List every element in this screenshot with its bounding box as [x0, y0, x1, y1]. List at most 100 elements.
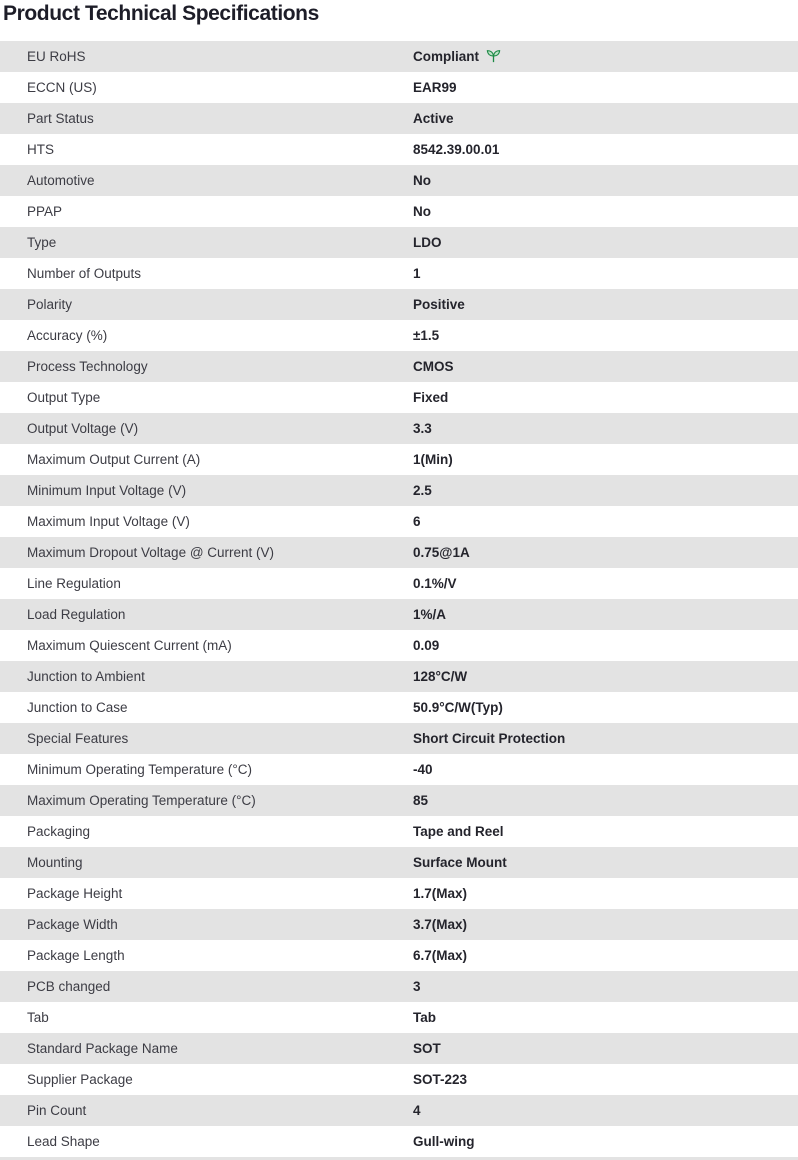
spec-value-cell: 85 — [413, 793, 798, 808]
table-row: Supplier Package SOT-223 — [0, 1064, 798, 1095]
table-row: Junction to Case 50.9°C/W(Typ) — [0, 692, 798, 723]
spec-label: Package Length — [27, 948, 125, 963]
table-row: Minimum Input Voltage (V) 2.5 — [0, 475, 798, 506]
spec-value: Surface Mount — [413, 855, 507, 870]
spec-value: 6.7(Max) — [413, 948, 468, 963]
table-row: ECCN (US) EAR99 — [0, 72, 798, 103]
spec-label: Package Height — [27, 886, 123, 901]
spec-label: EU RoHS — [27, 49, 86, 64]
spec-value: 3 — [413, 979, 421, 994]
table-row: Polarity Positive — [0, 289, 798, 320]
spec-value-cell: 128°C/W — [413, 669, 798, 684]
table-row: Package Length 6.7(Max) — [0, 940, 798, 971]
spec-value: -40 — [413, 762, 433, 777]
table-row: Maximum Dropout Voltage @ Current (V) 0.… — [0, 537, 798, 568]
spec-value: SOT — [413, 1041, 441, 1056]
spec-value: Gull-wing — [413, 1134, 475, 1149]
spec-value: 85 — [413, 793, 429, 808]
spec-value-cell: 0.09 — [413, 638, 798, 653]
table-row: Process Technology CMOS — [0, 351, 798, 382]
spec-value-cell: Positive — [413, 297, 798, 312]
spec-value-cell: Tape and Reel — [413, 824, 798, 839]
spec-value: 4 — [413, 1103, 421, 1118]
table-row: Package Height 1.7(Max) — [0, 878, 798, 909]
spec-label: Number of Outputs — [27, 266, 142, 281]
spec-value-cell: LDO — [413, 235, 798, 250]
spec-label: Minimum Input Voltage (V) — [27, 483, 187, 498]
spec-value: 0.75@1A — [413, 545, 470, 560]
spec-label: Supplier Package — [27, 1072, 133, 1087]
spec-value-cell: Tab — [413, 1010, 798, 1025]
table-row: Line Regulation 0.1%/V — [0, 568, 798, 599]
spec-label: Line Regulation — [27, 576, 121, 591]
spec-value-cell: 1%/A — [413, 607, 798, 622]
spec-value: 2.5 — [413, 483, 432, 498]
spec-value: 50.9°C/W(Typ) — [413, 700, 503, 715]
table-row: Junction to Ambient 128°C/W — [0, 661, 798, 692]
spec-value: EAR99 — [413, 80, 457, 95]
spec-value-cell: 1.7(Max) — [413, 886, 798, 901]
table-row: Maximum Quiescent Current (mA) 0.09 — [0, 630, 798, 661]
table-row: Load Regulation 1%/A — [0, 599, 798, 630]
spec-label: Part Status — [27, 111, 94, 126]
spec-value: CMOS — [413, 359, 454, 374]
table-row: Accuracy (%) ±1.5 — [0, 320, 798, 351]
table-row: Maximum Output Current (A) 1(Min) — [0, 444, 798, 475]
spec-value: 1(Min) — [413, 452, 453, 467]
spec-value-cell: 0.1%/V — [413, 576, 798, 591]
table-row: Automotive No — [0, 165, 798, 196]
table-row: Package Width 3.7(Max) — [0, 909, 798, 940]
spec-value: 1 — [413, 266, 421, 281]
spec-label: Special Features — [27, 731, 129, 746]
table-row: Lead Shape Gull-wing — [0, 1126, 798, 1157]
table-row: Part Status Active — [0, 103, 798, 134]
spec-value: Positive — [413, 297, 465, 312]
spec-label: Junction to Case — [27, 700, 128, 715]
spec-label: PCB changed — [27, 979, 111, 994]
spec-label: ECCN (US) — [27, 80, 97, 95]
spec-label: Tab — [27, 1010, 49, 1025]
spec-value: Tape and Reel — [413, 824, 504, 839]
spec-value-cell: ±1.5 — [413, 328, 798, 343]
spec-value: Compliant — [413, 49, 479, 64]
table-row: Tab Tab — [0, 1002, 798, 1033]
spec-value-cell: Short Circuit Protection — [413, 731, 798, 746]
spec-value-cell: 50.9°C/W(Typ) — [413, 700, 798, 715]
spec-value-cell: EAR99 — [413, 80, 798, 95]
spec-value-cell: 1(Min) — [413, 452, 798, 467]
spec-label: Output Voltage (V) — [27, 421, 139, 436]
table-row: HTS 8542.39.00.01 — [0, 134, 798, 165]
spec-label: Automotive — [27, 173, 95, 188]
spec-value: 6 — [413, 514, 421, 529]
spec-value-cell: Gull-wing — [413, 1134, 798, 1149]
spec-label: Minimum Operating Temperature (°C) — [27, 762, 252, 777]
spec-label: Junction to Ambient — [27, 669, 145, 684]
spec-value: 0.1%/V — [413, 576, 457, 591]
spec-value-cell: 6.7(Max) — [413, 948, 798, 963]
spec-label: Packaging — [27, 824, 91, 839]
spec-label: Output Type — [27, 390, 101, 405]
spec-value: Fixed — [413, 390, 449, 405]
spec-label: Mounting — [27, 855, 83, 870]
table-row: Number of Outputs 1 — [0, 258, 798, 289]
spec-value: Short Circuit Protection — [413, 731, 566, 746]
spec-value: 3.7(Max) — [413, 917, 468, 932]
spec-label: Lead Shape — [27, 1134, 100, 1149]
spec-value: LDO — [413, 235, 442, 250]
spec-label: Pin Count — [27, 1103, 87, 1118]
spec-value: 128°C/W — [413, 669, 468, 684]
spec-value-cell: No — [413, 204, 798, 219]
spec-label: Process Technology — [27, 359, 148, 374]
spec-value-cell: 8542.39.00.01 — [413, 142, 798, 157]
spec-value: No — [413, 204, 431, 219]
spec-value: 3.3 — [413, 421, 432, 436]
spec-value-cell: Compliant — [413, 49, 798, 64]
spec-value-cell: 3.7(Max) — [413, 917, 798, 932]
table-row: PPAP No — [0, 196, 798, 227]
leaf-icon — [486, 49, 501, 64]
spec-value-cell: 4 — [413, 1103, 798, 1118]
table-row: Output Type Fixed — [0, 382, 798, 413]
spec-label: PPAP — [27, 204, 63, 219]
spec-label: Load Regulation — [27, 607, 126, 622]
